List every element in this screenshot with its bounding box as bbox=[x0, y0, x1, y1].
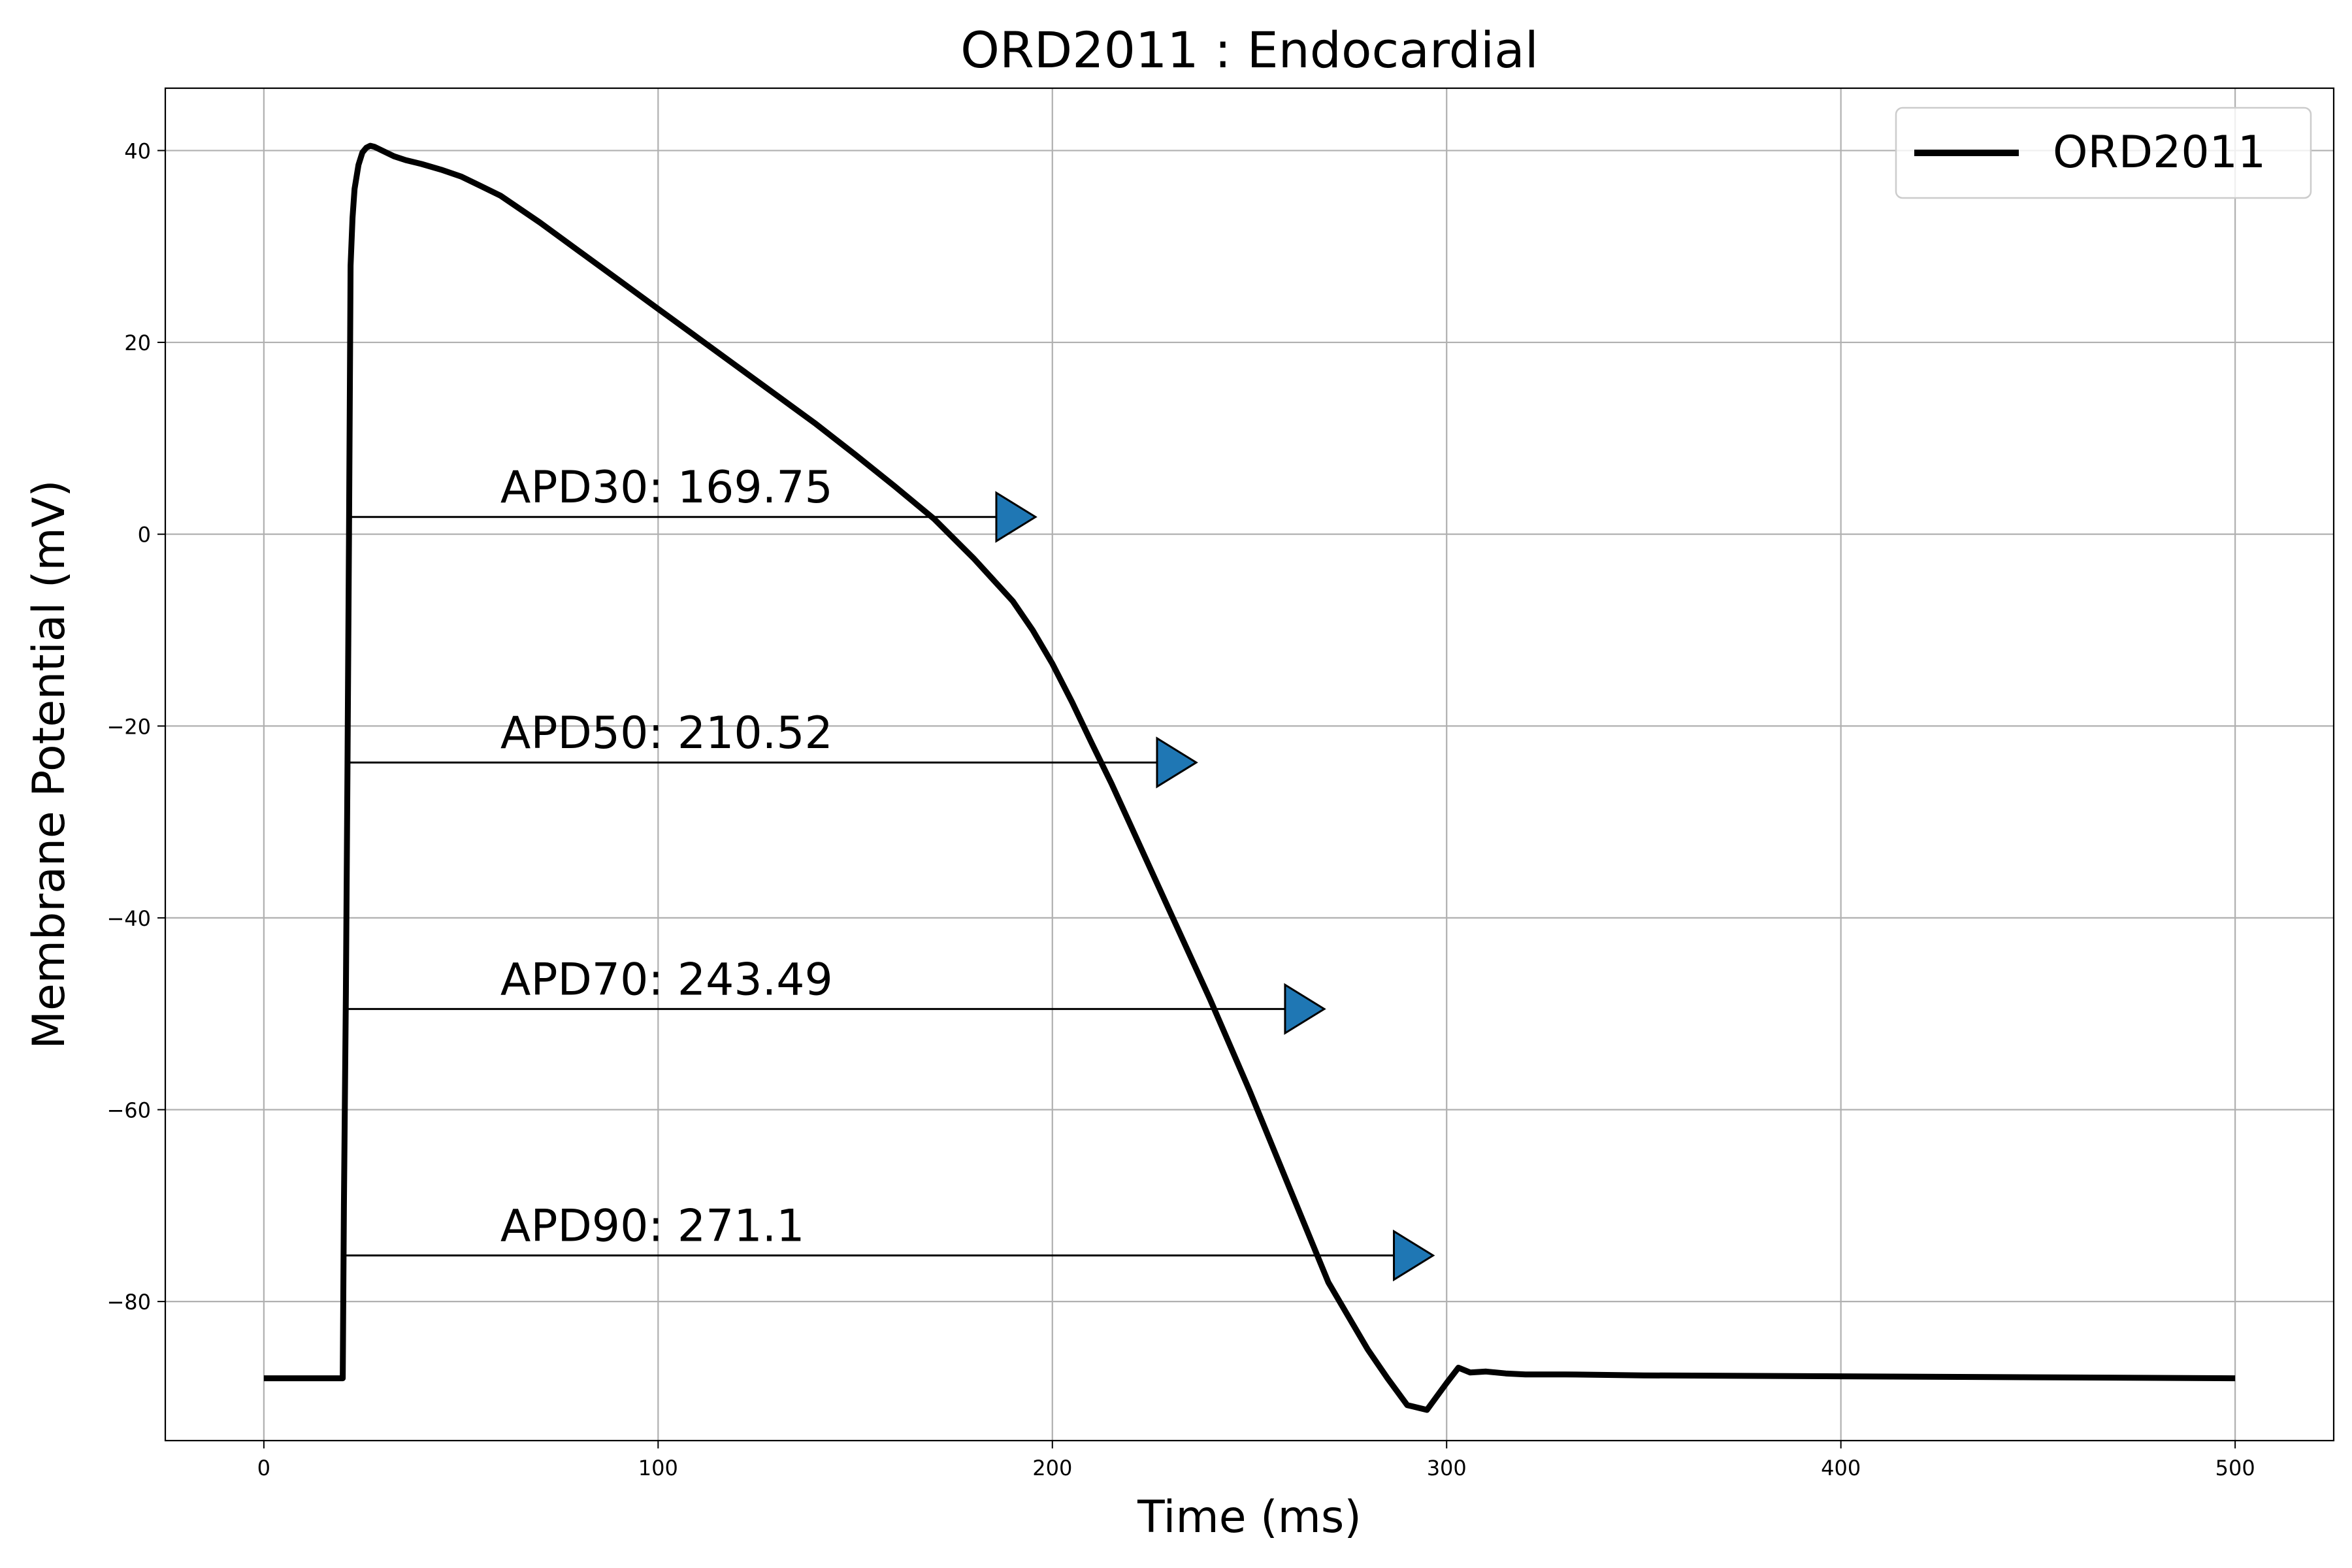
x-tick-label: 500 bbox=[2215, 1456, 2255, 1480]
x-tick-label: 100 bbox=[638, 1456, 678, 1480]
y-tick-label: 40 bbox=[124, 139, 151, 163]
apd-label: APD30: 169.75 bbox=[500, 462, 833, 514]
y-tick-label: −80 bbox=[106, 1290, 151, 1315]
apd-arrow-head bbox=[1156, 736, 1198, 789]
y-tick-label: 0 bbox=[138, 523, 151, 547]
plot-frame bbox=[164, 87, 2335, 1442]
apd-label: APD70: 243.49 bbox=[500, 954, 833, 1005]
y-tick-label: −40 bbox=[106, 906, 151, 931]
apd-arrow-head bbox=[1284, 983, 1326, 1036]
apd-label: APD90: 271.1 bbox=[500, 1201, 805, 1252]
legend: ORD2011 bbox=[1895, 106, 2312, 199]
y-tick-label: −60 bbox=[106, 1098, 151, 1123]
x-tick-label: 200 bbox=[1032, 1456, 1072, 1480]
grid bbox=[165, 88, 2334, 1441]
legend-entry-label: ORD2011 bbox=[2053, 127, 2266, 178]
y-axis-label: Membrane Potential (mV) bbox=[24, 480, 75, 1049]
chart-title: ORD2011 : Endocardial bbox=[960, 21, 1539, 79]
x-tick-label: 0 bbox=[257, 1456, 270, 1480]
x-tick-label: 400 bbox=[1821, 1456, 1861, 1480]
plot-area: APD30: 169.75 APD50: 210.52 APD70: 243.49 A… bbox=[263, 142, 2236, 1413]
series-line-ord2011 bbox=[263, 142, 2236, 1413]
apd-arrow-head bbox=[1393, 1229, 1435, 1282]
x-tick-label: 300 bbox=[1427, 1456, 1467, 1480]
x-axis-label: Time (ms) bbox=[1137, 1492, 1362, 1543]
apd-label: APD50: 210.52 bbox=[500, 708, 833, 759]
apd-arrow-head bbox=[995, 491, 1037, 543]
legend-frame bbox=[1895, 106, 2312, 199]
axes: 0 100 200 300 400 500 −80 −60 −40 −20 0 20 40 bbox=[106, 139, 2255, 1480]
y-tick-label: 20 bbox=[124, 331, 151, 355]
y-tick-label: −20 bbox=[106, 714, 151, 739]
